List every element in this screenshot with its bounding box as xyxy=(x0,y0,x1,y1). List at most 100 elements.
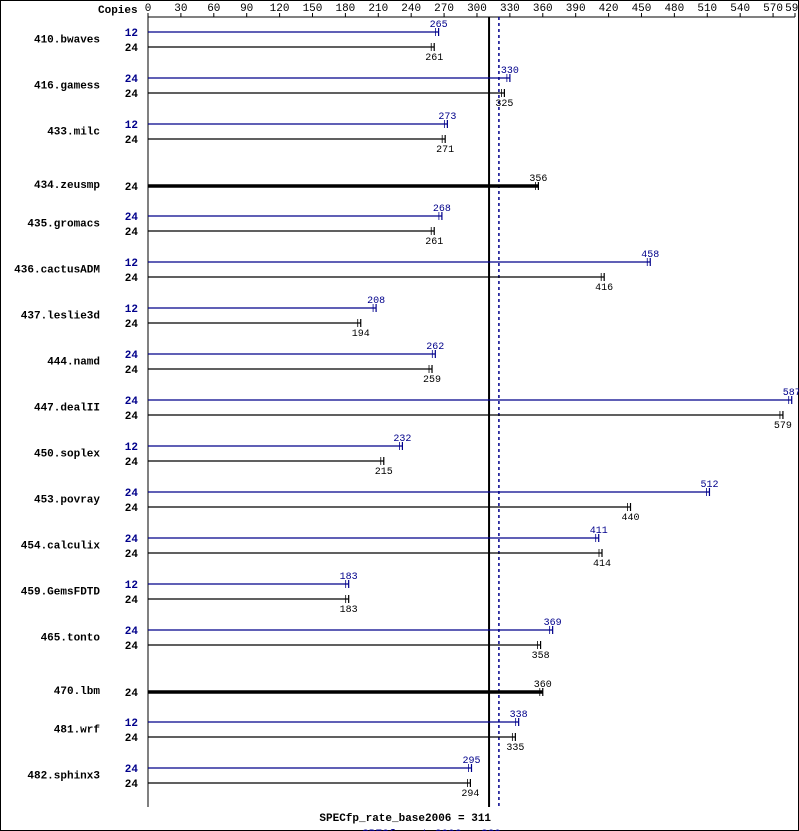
copies-label-peak: 24 xyxy=(125,626,139,638)
base-bar-value: 271 xyxy=(436,145,454,156)
base-bar-value: 183 xyxy=(340,605,358,616)
copies-label-base: 24 xyxy=(125,43,139,55)
peak-bar-value: 268 xyxy=(433,204,451,215)
base-bar-value: 325 xyxy=(495,99,513,110)
axis-tick-label: 480 xyxy=(664,3,684,15)
base-bar-value: 358 xyxy=(532,651,550,662)
copies-label-base: 24 xyxy=(125,549,139,561)
benchmark-label: 444.namd xyxy=(47,357,100,369)
benchmark-label: 465.tonto xyxy=(41,633,101,645)
copies-label-base: 24 xyxy=(125,319,139,331)
copies-header: Copies xyxy=(98,5,138,17)
copies-label-base: 24 xyxy=(125,89,139,101)
peak-bar-value: 330 xyxy=(501,66,519,77)
copies-label: 24 xyxy=(125,688,139,700)
summary-base-label: SPECfp_rate_base2006 = 311 xyxy=(319,813,491,825)
axis-tick-label: 390 xyxy=(566,3,586,15)
benchmark-label: 433.milc xyxy=(47,127,100,139)
base-bar-value: 261 xyxy=(425,237,443,248)
axis-tick-label: 270 xyxy=(434,3,454,15)
copies-label-base: 24 xyxy=(125,503,139,515)
copies-label-peak: 24 xyxy=(125,534,139,546)
axis-tick-label: 30 xyxy=(174,3,187,15)
benchmark-label: 447.dealII xyxy=(34,403,100,415)
peak-bar-value: 183 xyxy=(340,572,358,583)
combined-bar-value: 356 xyxy=(529,174,547,185)
benchmark-label: 453.povray xyxy=(34,495,100,507)
axis-tick-label: 540 xyxy=(730,3,750,15)
benchmark-label: 470.lbm xyxy=(54,686,101,698)
axis-tick-label: 590 xyxy=(785,3,799,15)
axis-tick-label: 240 xyxy=(401,3,421,15)
base-bar-value: 261 xyxy=(425,53,443,64)
copies-label-peak: 24 xyxy=(125,488,139,500)
copies-label-peak: 12 xyxy=(125,304,138,316)
copies-label-peak: 24 xyxy=(125,74,139,86)
peak-bar-value: 369 xyxy=(544,618,562,629)
benchmark-label: 482.sphinx3 xyxy=(27,771,100,783)
axis-tick-label: 60 xyxy=(207,3,220,15)
peak-bar-value: 512 xyxy=(700,480,718,491)
axis-tick-label: 210 xyxy=(368,3,388,15)
copies-label-peak: 24 xyxy=(125,764,139,776)
copies-label-base: 24 xyxy=(125,457,139,469)
base-bar-value: 194 xyxy=(352,329,370,340)
combined-bar-value: 360 xyxy=(534,680,552,691)
copies-label-peak: 12 xyxy=(125,718,138,730)
peak-bar-value: 338 xyxy=(510,710,528,721)
copies-label-base: 24 xyxy=(125,365,139,377)
benchmark-label: 454.calculix xyxy=(21,541,101,553)
copies-label-peak: 24 xyxy=(125,350,139,362)
axis-tick-label: 150 xyxy=(303,3,323,15)
benchmark-label: 436.cactusADM xyxy=(14,265,100,277)
axis-tick-label: 180 xyxy=(335,3,355,15)
benchmark-label: 410.bwaves xyxy=(34,35,100,47)
peak-bar-value: 458 xyxy=(641,250,659,261)
axis-tick-label: 510 xyxy=(697,3,717,15)
base-bar-value: 414 xyxy=(593,559,611,570)
copies-label-peak: 12 xyxy=(125,258,138,270)
peak-bar-value: 265 xyxy=(430,20,448,31)
axis-tick-label: 570 xyxy=(763,3,783,15)
copies-label-base: 24 xyxy=(125,135,139,147)
peak-bar-value: 273 xyxy=(438,112,456,123)
peak-bar-value: 295 xyxy=(462,756,480,767)
copies-label-base: 24 xyxy=(125,595,139,607)
copies-label-peak: 24 xyxy=(125,212,139,224)
peak-bar-value: 262 xyxy=(426,342,444,353)
base-bar-value: 335 xyxy=(506,743,524,754)
base-bar-value: 416 xyxy=(595,283,613,294)
axis-tick-label: 420 xyxy=(599,3,619,15)
copies-label-peak: 12 xyxy=(125,442,138,454)
benchmark-label: 437.leslie3d xyxy=(21,311,100,323)
copies-label-base: 24 xyxy=(125,641,139,653)
base-bar-value: 294 xyxy=(461,789,479,800)
benchmark-label: 450.soplex xyxy=(34,449,100,461)
axis-tick-label: 90 xyxy=(240,3,253,15)
copies-label-base: 24 xyxy=(125,779,139,791)
peak-bar-value: 587 xyxy=(783,388,799,399)
base-bar-value: 215 xyxy=(375,467,393,478)
axis-tick-label: 120 xyxy=(270,3,290,15)
copies-label-peak: 12 xyxy=(125,28,138,40)
copies-label-base: 24 xyxy=(125,733,139,745)
copies-label-peak: 12 xyxy=(125,580,138,592)
benchmark-label: 416.gamess xyxy=(34,81,100,93)
base-bar-value: 440 xyxy=(622,513,640,524)
base-bar-value: 259 xyxy=(423,375,441,386)
benchmark-label: 435.gromacs xyxy=(27,219,100,231)
base-bar-value: 579 xyxy=(774,421,792,432)
copies-label-base: 24 xyxy=(125,227,139,239)
benchmark-label: 459.GemsFDTD xyxy=(21,587,101,599)
copies-label-base: 24 xyxy=(125,411,139,423)
axis-tick-label: 450 xyxy=(632,3,652,15)
axis-tick-label: 330 xyxy=(500,3,520,15)
peak-bar-value: 411 xyxy=(590,526,608,537)
axis-tick-label: 300 xyxy=(467,3,487,15)
copies-label-peak: 24 xyxy=(125,396,139,408)
specrate-chart: 0306090120150180210240270300330360390420… xyxy=(0,0,799,831)
benchmark-label: 481.wrf xyxy=(54,725,101,737)
peak-bar-value: 232 xyxy=(393,434,411,445)
copies-label-base: 24 xyxy=(125,273,139,285)
benchmark-label: 434.zeusmp xyxy=(34,180,100,192)
